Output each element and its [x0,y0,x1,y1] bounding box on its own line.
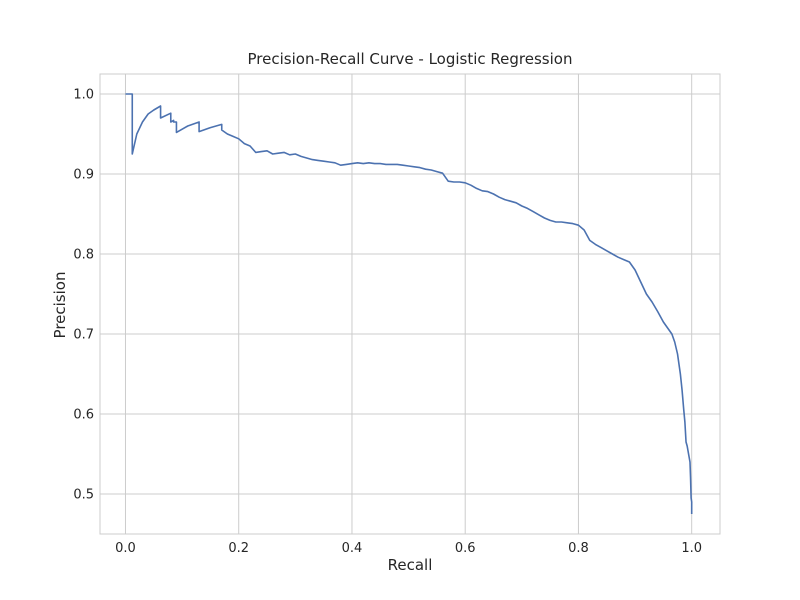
y-tick-label: 0.9 [73,168,94,183]
y-tick-label: 0.6 [73,408,94,423]
y-tick-label: 0.7 [73,328,94,343]
x-tick-label: 0.8 [568,541,589,556]
y-tick-labels: 0.5 0.6 0.7 0.8 0.9 1.0 [73,88,94,503]
y-gridlines [100,93,720,495]
y-tick-label: 1.0 [73,88,94,103]
x-gridlines [124,74,693,534]
x-tick-label: 0.2 [228,541,249,556]
chart-title: Precision-Recall Curve - Logistic Regres… [248,50,573,68]
plot-frame [99,73,721,535]
y-tick-label: 0.8 [73,248,94,263]
x-tick-label: 0.6 [455,541,476,556]
y-tick-label: 0.5 [73,488,94,503]
x-tick-label: 1.0 [681,541,702,556]
x-tick-label: 0.4 [342,541,363,556]
pr-curve-line [125,93,693,514]
x-tick-labels: 0.0 0.2 0.4 0.6 0.8 1.0 [115,541,702,556]
x-axis-label: Recall [388,556,433,574]
y-axis-label: Precision [51,272,69,339]
x-tick-label: 0.0 [115,541,136,556]
